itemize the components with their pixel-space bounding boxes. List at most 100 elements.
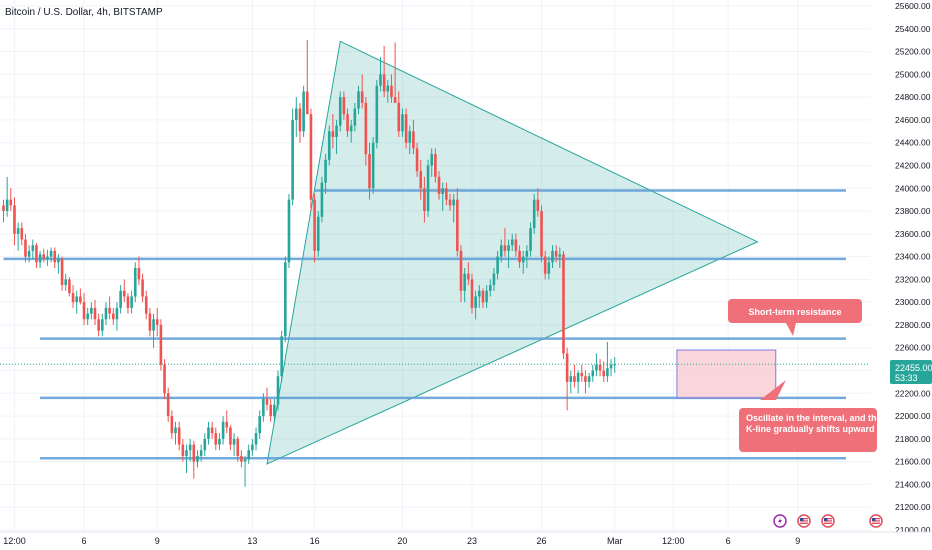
oscillation-range[interactable]	[676, 349, 777, 399]
current-price-badge: 22455.00 53:33	[890, 360, 932, 384]
candle	[199, 444, 203, 462]
candle-body	[316, 216, 320, 251]
candle	[20, 222, 24, 246]
candle-body	[159, 324, 163, 365]
candle	[434, 148, 437, 183]
candle	[514, 233, 518, 257]
price-tick-label: 23200.00	[895, 274, 931, 284]
candle-body	[598, 364, 602, 371]
candle	[353, 102, 357, 132]
range-box	[676, 349, 777, 399]
candle-body	[415, 148, 419, 172]
oscillation-callout[interactable]: Oscillate in the interval, and the K-lin…	[739, 380, 884, 452]
candle	[360, 74, 364, 109]
candle-body	[20, 228, 24, 240]
candle-body	[269, 404, 272, 417]
candle-body	[551, 250, 554, 263]
candle	[349, 119, 353, 143]
candle	[163, 359, 166, 399]
us-flag-icon[interactable]	[869, 514, 883, 528]
candle	[232, 433, 236, 456]
candle	[280, 330, 283, 382]
candle-body	[188, 444, 192, 451]
candle	[379, 57, 382, 92]
us-flag-icon[interactable]	[797, 514, 811, 528]
chart-grid	[0, 0, 870, 532]
candle-body	[525, 250, 529, 257]
candle	[426, 159, 430, 217]
candle	[543, 250, 547, 280]
candle	[463, 268, 466, 303]
candle-body	[60, 258, 64, 286]
candle-body	[214, 433, 218, 445]
candle	[364, 97, 368, 166]
event-icons[interactable]	[773, 514, 883, 528]
lightning-icon[interactable]	[773, 514, 787, 528]
candle-body	[324, 159, 327, 183]
time-axis[interactable]: 12:00 6 9 13 16 20 23 26 Mar 12:00 6 9	[3, 536, 800, 546]
candle-body	[404, 114, 408, 143]
candle	[565, 347, 569, 411]
candle-body	[254, 433, 258, 445]
candle-body	[510, 239, 514, 246]
candle-body	[349, 125, 353, 132]
candle	[488, 279, 492, 297]
oscillation-callout-text: Oscillate in the interval, and the K-lin…	[746, 413, 884, 434]
candle-body	[595, 364, 598, 371]
candle-body	[97, 319, 100, 331]
candle	[254, 427, 258, 451]
candle	[71, 285, 75, 308]
candle	[181, 438, 185, 462]
price-tick-label: 25000.00	[895, 69, 931, 79]
price-axis[interactable]: 21000.00 21200.00 21400.00 21600.00 21800.00…	[895, 1, 931, 535]
price-axis-bg	[870, 0, 932, 532]
candle	[602, 361, 606, 382]
candle	[404, 108, 408, 149]
price-tick-label: 21000.00	[895, 525, 931, 535]
candle-body	[554, 250, 558, 257]
resistance-callout[interactable]: Short-term resistance	[728, 299, 862, 336]
candle	[133, 262, 137, 303]
candle-body	[196, 455, 199, 462]
candle	[397, 91, 401, 137]
time-tick-label: Mar	[607, 536, 623, 546]
candle-body	[13, 205, 16, 234]
candle-body	[86, 313, 89, 320]
candle-body	[587, 376, 591, 382]
candle-body	[24, 239, 27, 257]
candle-body	[327, 131, 331, 160]
candle	[262, 393, 265, 422]
candle-body	[499, 245, 503, 257]
candle	[474, 290, 477, 320]
candle	[126, 293, 130, 314]
candle	[368, 142, 371, 200]
candle	[115, 302, 119, 331]
candle-body	[229, 427, 232, 445]
horizontal-levels[interactable]	[3, 189, 847, 460]
candle-body	[251, 444, 254, 451]
resistance-callout-text: Short-term resistance	[748, 307, 841, 317]
candle	[532, 193, 536, 234]
candle	[269, 399, 272, 422]
candle	[104, 302, 108, 325]
candle	[342, 91, 346, 120]
candle	[31, 239, 35, 259]
candle-body	[5, 199, 9, 212]
candle-body	[57, 258, 60, 263]
candle-body	[232, 438, 236, 445]
candle	[441, 182, 444, 212]
triangle-pattern[interactable]	[266, 40, 759, 465]
us-flag-icon[interactable]	[821, 514, 835, 528]
candle-body	[569, 376, 573, 382]
candle-body	[236, 438, 240, 456]
candle-body	[240, 455, 243, 462]
candle-body	[141, 279, 144, 297]
candle	[408, 125, 412, 155]
candle-body	[488, 285, 492, 291]
candle	[562, 250, 565, 360]
candle	[478, 285, 481, 308]
price-tick-label: 25400.00	[895, 24, 931, 34]
candle	[93, 299, 97, 325]
candle-body	[558, 254, 562, 257]
